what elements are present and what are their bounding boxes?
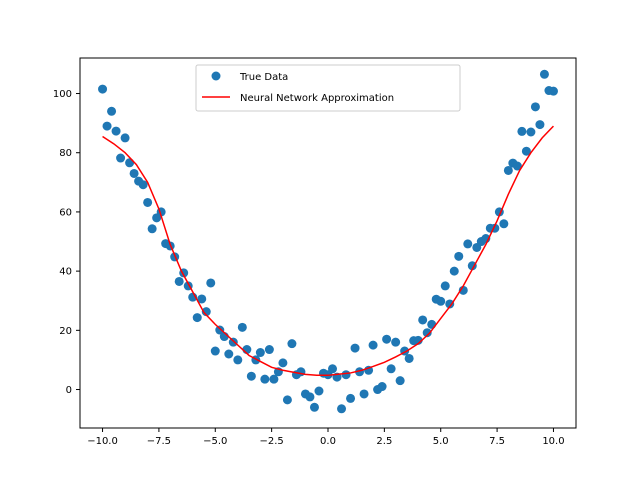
data-point bbox=[328, 364, 338, 374]
data-point bbox=[143, 197, 153, 207]
y-tick-label: 20 bbox=[59, 326, 72, 337]
data-point bbox=[445, 299, 455, 309]
data-point bbox=[210, 346, 220, 356]
data-point bbox=[129, 168, 139, 178]
data-point bbox=[287, 339, 297, 349]
data-point bbox=[449, 266, 459, 276]
data-point bbox=[467, 261, 477, 271]
y-axis: 0 20 40 60 80 100 bbox=[53, 89, 80, 396]
data-point bbox=[98, 84, 108, 94]
y-tick-label: 0 bbox=[66, 385, 72, 396]
legend-box bbox=[195, 64, 461, 112]
x-tick-label: 0.0 bbox=[320, 436, 336, 447]
data-point bbox=[309, 402, 319, 412]
data-point bbox=[120, 133, 130, 143]
data-point bbox=[111, 126, 121, 136]
data-point bbox=[192, 313, 202, 323]
data-point bbox=[116, 153, 126, 163]
y-tick-label: 80 bbox=[59, 148, 72, 159]
data-point bbox=[526, 127, 536, 137]
data-point bbox=[386, 364, 396, 374]
data-point bbox=[233, 355, 243, 365]
data-point bbox=[102, 121, 112, 131]
data-point bbox=[418, 315, 428, 325]
plot-area bbox=[98, 69, 558, 414]
data-point bbox=[422, 328, 432, 338]
data-point bbox=[512, 161, 522, 171]
data-point bbox=[436, 296, 446, 306]
data-point bbox=[413, 335, 423, 345]
data-point bbox=[206, 278, 216, 288]
data-point bbox=[147, 224, 157, 234]
data-point bbox=[548, 86, 558, 96]
data-point bbox=[539, 69, 549, 79]
data-point bbox=[255, 348, 265, 358]
data-point bbox=[427, 319, 437, 329]
data-point bbox=[499, 219, 509, 229]
data-point bbox=[215, 325, 225, 335]
y-tick-label: 60 bbox=[59, 207, 72, 218]
x-tick-label: 7.5 bbox=[489, 436, 505, 447]
data-point bbox=[517, 126, 527, 136]
nn-approximation-line bbox=[102, 125, 554, 377]
data-point bbox=[314, 386, 324, 396]
data-point bbox=[359, 389, 369, 399]
data-point bbox=[107, 106, 117, 116]
data-point bbox=[521, 146, 531, 156]
data-point bbox=[282, 395, 292, 405]
data-point bbox=[260, 374, 270, 384]
data-point bbox=[535, 120, 545, 130]
data-point bbox=[264, 345, 274, 355]
data-point bbox=[278, 358, 288, 368]
legend-marker-true-data bbox=[211, 71, 221, 81]
data-point bbox=[201, 307, 211, 317]
data-point bbox=[197, 294, 207, 304]
data-point bbox=[530, 102, 540, 112]
legend-label-nn: Neural Network Approximation bbox=[240, 93, 394, 104]
data-point bbox=[337, 404, 347, 414]
x-tick-label: 10.0 bbox=[542, 436, 564, 447]
x-tick-label: −2.5 bbox=[259, 436, 283, 447]
legend-label-true-data: True Data bbox=[239, 72, 288, 83]
legend: True Data Neural Network Approximation bbox=[195, 64, 461, 112]
data-point bbox=[368, 340, 378, 350]
data-point bbox=[125, 158, 135, 168]
data-point bbox=[269, 374, 279, 384]
data-point bbox=[463, 239, 473, 249]
x-tick-label: −10.0 bbox=[87, 436, 118, 447]
data-point bbox=[391, 337, 401, 347]
y-tick-label: 100 bbox=[53, 89, 72, 100]
x-tick-label: 5.0 bbox=[433, 436, 449, 447]
y-tick-label: 40 bbox=[59, 267, 72, 278]
data-point bbox=[305, 392, 315, 402]
data-point bbox=[350, 343, 360, 353]
data-point bbox=[395, 376, 405, 386]
data-point bbox=[224, 349, 234, 359]
x-axis: −10.0 −7.5 −5.0 −2.5 0.0 2.5 5.0 7.5 10.0 bbox=[87, 428, 565, 447]
x-tick-label: 2.5 bbox=[376, 436, 392, 447]
data-point bbox=[382, 334, 392, 344]
data-point bbox=[341, 370, 351, 380]
data-point bbox=[404, 353, 414, 363]
data-point bbox=[138, 180, 148, 190]
x-tick-label: −7.5 bbox=[147, 436, 171, 447]
data-point bbox=[237, 322, 247, 332]
data-point bbox=[454, 251, 464, 261]
data-point bbox=[246, 371, 256, 381]
x-tick-label: −5.0 bbox=[203, 436, 227, 447]
data-point bbox=[346, 393, 356, 403]
data-point bbox=[440, 281, 450, 291]
data-point bbox=[174, 276, 184, 286]
data-point bbox=[503, 165, 513, 175]
data-point bbox=[377, 382, 387, 392]
